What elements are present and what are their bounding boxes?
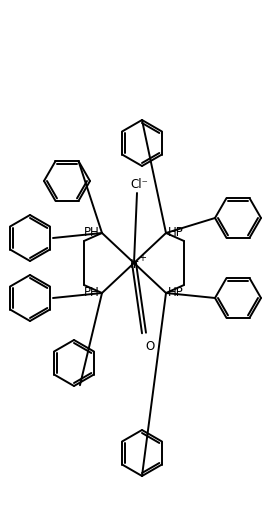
- Text: PH: PH: [84, 227, 100, 239]
- Text: O: O: [145, 339, 155, 353]
- Text: HP: HP: [168, 227, 184, 239]
- Text: Cl⁻: Cl⁻: [130, 178, 148, 190]
- Text: +: +: [138, 253, 146, 263]
- Text: Ir: Ir: [129, 259, 139, 271]
- Text: PH: PH: [84, 287, 100, 299]
- Text: HP: HP: [168, 287, 184, 299]
